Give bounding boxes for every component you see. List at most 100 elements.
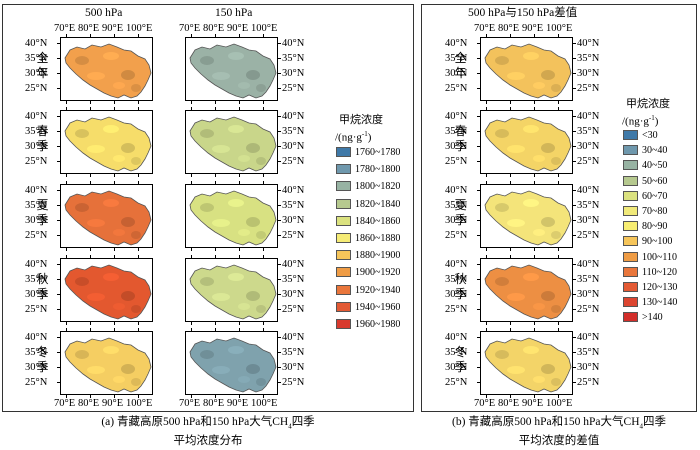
tick-lat	[57, 43, 60, 44]
plateau-shape	[189, 264, 277, 320]
tick-lat	[57, 367, 60, 368]
lat-label: 40°N	[282, 332, 305, 343]
tick-lon	[114, 181, 115, 184]
tick-lon	[215, 34, 216, 37]
plateau-shape	[189, 43, 277, 99]
tick-lat	[57, 309, 60, 310]
lat-label: 35°N	[445, 53, 468, 64]
lat-label: 35°N	[282, 347, 305, 358]
legend-a-label: 1880~1900	[355, 250, 401, 262]
tick-lon	[215, 181, 216, 184]
lat-label: 35°N	[445, 126, 468, 137]
tick-lon	[66, 101, 67, 104]
tick-lat	[278, 131, 281, 132]
tick-lon	[510, 107, 511, 110]
tick-lat	[477, 294, 480, 295]
tick-lat	[57, 73, 60, 74]
legend-b-swatch	[623, 145, 638, 156]
tick-lat	[57, 220, 60, 221]
tick-lat	[278, 116, 281, 117]
tick-lon	[510, 322, 511, 325]
lat-label: 30°N	[25, 362, 48, 373]
tick-lon	[534, 34, 535, 37]
lat-label: 30°N	[577, 141, 600, 152]
tick-lon	[263, 395, 264, 398]
tick-lon	[191, 107, 192, 110]
map-500hpa-2	[60, 110, 153, 174]
lat-label: 30°N	[445, 289, 468, 300]
lat-label: 40°N	[577, 332, 600, 343]
tick-lon	[66, 255, 67, 258]
lon-label: 100°E	[126, 23, 153, 34]
plateau-shape	[484, 337, 572, 393]
lon-label: 80°E	[78, 23, 100, 34]
tick-lon	[215, 107, 216, 110]
tick-lat	[278, 294, 281, 295]
map-150hpa-5	[185, 331, 278, 395]
plateau-shape	[64, 190, 152, 246]
lon-label: 70°E	[54, 398, 76, 409]
lat-label: 35°N	[577, 347, 600, 358]
tick-lon	[114, 395, 115, 398]
tick-lon	[114, 328, 115, 331]
tick-lat	[573, 88, 576, 89]
tick-lon	[215, 322, 216, 325]
tick-lon	[191, 174, 192, 177]
tick-lon	[263, 255, 264, 258]
tick-lon	[486, 395, 487, 398]
legend-b-swatch	[623, 130, 638, 140]
lon-label: 100°E	[546, 398, 573, 409]
tick-lon	[191, 248, 192, 251]
tick-lon	[90, 248, 91, 251]
tick-lon	[138, 174, 139, 177]
lat-label: 30°N	[282, 289, 305, 300]
season-label: 季	[36, 287, 49, 301]
legend-a-unit: /(ng·g-1)	[335, 130, 372, 144]
tick-lon	[239, 328, 240, 331]
lon-label: 70°E	[179, 398, 201, 409]
lat-label: 25°N	[445, 156, 468, 167]
lat-label: 25°N	[445, 230, 468, 241]
lat-label: 30°N	[282, 362, 305, 373]
plateau-shape	[484, 190, 572, 246]
plateau-shape	[484, 264, 572, 320]
lat-label: 35°N	[445, 274, 468, 285]
panel-a-frame	[2, 4, 414, 412]
tick-lon	[239, 181, 240, 184]
legend-a-label: 1820~1840	[355, 198, 401, 210]
tick-lon	[114, 322, 115, 325]
tick-lon	[114, 101, 115, 104]
tick-lon	[191, 322, 192, 325]
map-diff-4	[480, 258, 573, 322]
tick-lat	[278, 367, 281, 368]
tick-lon	[558, 322, 559, 325]
legend-a-swatch	[336, 215, 351, 226]
legend-a-swatch	[336, 284, 351, 295]
tick-lat	[278, 161, 281, 162]
map-150hpa-4	[185, 258, 278, 322]
legend-b-title: 甲烷浓度	[626, 98, 670, 110]
tick-lat	[57, 161, 60, 162]
season-label: 秋	[454, 272, 467, 286]
tick-lon	[263, 101, 264, 104]
legend-a-label: 1800~1820	[355, 181, 401, 193]
tick-lat	[573, 58, 576, 59]
tick-lon	[66, 322, 67, 325]
tick-lat	[573, 235, 576, 236]
legend-b-label: 60~70	[642, 190, 668, 202]
map-500hpa-1	[60, 37, 153, 101]
season-label: 冬	[36, 345, 49, 359]
lat-label: 40°N	[577, 111, 600, 122]
lat-label: 40°N	[25, 259, 48, 270]
tick-lon	[558, 328, 559, 331]
tick-lon	[263, 181, 264, 184]
lat-label: 25°N	[25, 377, 48, 388]
lat-label: 40°N	[577, 38, 600, 49]
lat-label: 25°N	[282, 83, 305, 94]
tick-lon	[215, 328, 216, 331]
tick-lat	[57, 235, 60, 236]
tick-lat	[57, 352, 60, 353]
tick-lon	[558, 107, 559, 110]
lon-label: 80°E	[498, 398, 520, 409]
tick-lon	[486, 174, 487, 177]
